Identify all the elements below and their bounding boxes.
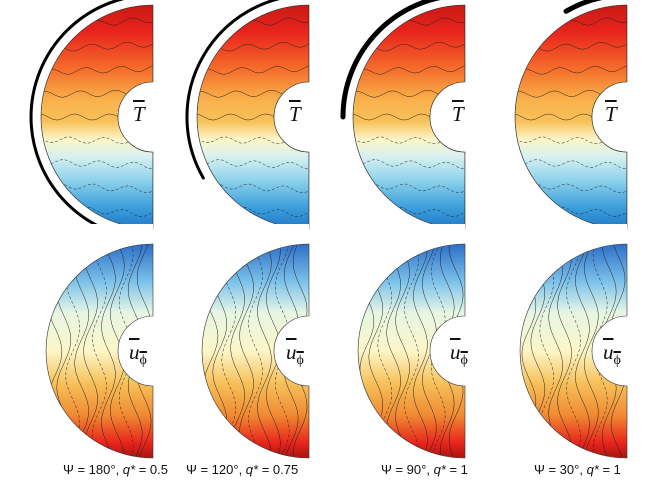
- heating-arc-4: [563, 0, 603, 14]
- temperature-field-1: [16, 0, 193, 249]
- temperature-field-4: [490, 0, 664, 249]
- velocity-label-1: uϕ: [129, 340, 147, 369]
- velocity-field-4: [495, 224, 664, 478]
- temperature-label-1: T: [133, 102, 145, 126]
- temperature-field-3: [328, 0, 505, 249]
- heating-arc-2: [185, 0, 281, 180]
- velocity-field-3: [333, 224, 505, 478]
- velocity-field-2: [177, 224, 349, 478]
- temperature-label-2: T: [289, 102, 301, 126]
- heating-arc-3: [340, 0, 442, 120]
- caption-3: Ψ = 90°, q* = 1: [381, 462, 468, 477]
- caption-2: Ψ = 120°, q* = 0.75: [186, 462, 299, 477]
- velocity-label-2: uϕ: [286, 340, 304, 369]
- velocity-field-1: [21, 224, 193, 478]
- velocity-label-3: uϕ: [450, 340, 468, 369]
- caption-1: Ψ = 180°, q* = 0.5: [63, 462, 168, 477]
- velocity-label-4: uϕ: [603, 340, 621, 369]
- temperature-label-3: T: [452, 102, 464, 126]
- temperature-label-4: T: [605, 102, 617, 126]
- temperature-field-2: [172, 0, 349, 249]
- caption-4: Ψ = 30°, q* = 1: [534, 462, 621, 477]
